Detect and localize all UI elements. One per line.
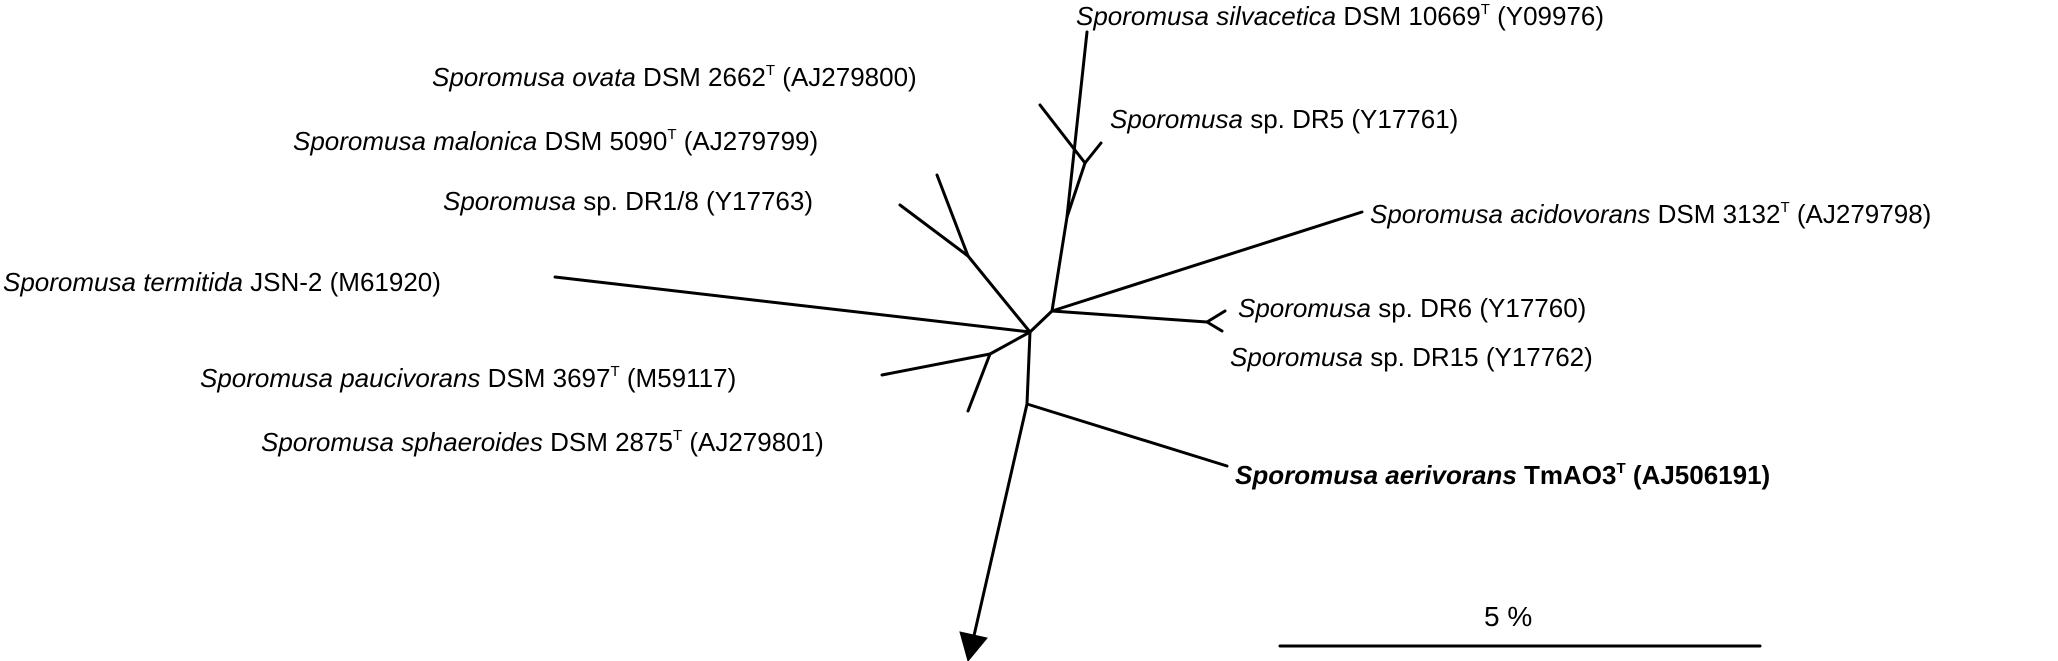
taxon-label-ovata: Sporomusa ovata DSM 2662T (AJ279800): [432, 62, 917, 92]
branch-ovata-dr5-node: [1065, 161, 1087, 219]
taxon-accession: (AJ279799): [683, 126, 819, 156]
taxon-label-silvacetica: Sporomusa silvacetica DSM 10669T (Y09976…: [1076, 1, 1605, 31]
branch-dr6: [1205, 309, 1227, 324]
taxon-strain: DSM 2875: [550, 427, 673, 457]
branch-upper-clade: [1050, 215, 1069, 313]
taxon-strain: sp. DR6: [1378, 293, 1473, 323]
taxon-genus: Sporomusa: [1238, 293, 1371, 323]
branch-dr15: [1205, 320, 1224, 333]
taxon-strain: JSN-2: [250, 267, 323, 297]
taxon-epithet: silvacetica: [1216, 1, 1337, 31]
taxon-genus: Sporomusa: [3, 267, 136, 297]
taxon-strain: DSM 5090: [544, 126, 668, 156]
taxon-label-aerivorans: Sporomusa aerivorans TmAO3T (AJ506191): [1235, 460, 1771, 490]
type-strain-marker: T: [1480, 1, 1490, 18]
type-strain-marker: T: [1616, 460, 1626, 477]
taxon-genus: Sporomusa: [1230, 342, 1363, 372]
branch-malonica-dr18-node: [966, 254, 1032, 334]
taxon-epithet: malonica: [433, 126, 538, 156]
taxon-accession: (AJ506191): [1632, 460, 1771, 490]
taxon-strain: sp. DR5: [1250, 104, 1345, 134]
taxon-genus: Sporomusa: [1076, 1, 1209, 31]
branch-dr18: [898, 203, 970, 258]
taxon-genus: Sporomusa: [432, 62, 565, 92]
taxon-epithet: termitida: [143, 267, 243, 297]
branch-ovata: [1038, 103, 1087, 165]
taxon-genus: Sporomusa: [1235, 460, 1379, 490]
branch-silvacetica: [1065, 30, 1089, 219]
taxon-strain: TmAO3: [1524, 460, 1617, 490]
taxon-epithet: ovata: [572, 62, 636, 92]
taxon-accession: (AJ279798): [1796, 199, 1932, 229]
taxon-label-dr18: Sporomusa sp. DR1/8 (Y17763): [443, 188, 813, 214]
taxon-strain: DSM 3132: [1657, 199, 1781, 229]
taxon-accession: (M61920): [329, 267, 441, 297]
taxon-epithet: aerivorans: [1385, 460, 1517, 490]
type-strain-marker: T: [672, 427, 683, 444]
branch-malonica: [935, 173, 970, 258]
taxon-label-dr6: Sporomusa sp. DR6 (Y17760): [1238, 295, 1586, 321]
taxon-accession: (AJ279800): [782, 62, 917, 92]
branch-trunk-lower: [1025, 330, 1032, 406]
branch-dr-pair: [1050, 309, 1209, 324]
taxon-label-acidovorans: Sporomusa acidovorans DSM 3132T (AJ27979…: [1370, 199, 1932, 229]
branch-paucivorans: [880, 352, 992, 377]
branch-pauc-sphaer-node: [988, 330, 1032, 356]
branch-termitida: [553, 275, 1032, 334]
taxon-genus: Sporomusa: [261, 427, 394, 457]
scale-bar-label: 5 %: [1484, 601, 1533, 632]
taxon-label-sphaeroides: Sporomusa sphaeroides DSM 2875T (AJ27980…: [261, 427, 824, 457]
taxon-label-termitida: Sporomusa termitida JSN-2 (M61920): [3, 269, 441, 295]
type-strain-marker: T: [667, 126, 677, 143]
outgroup-arrowhead: [959, 631, 988, 661]
type-strain-marker: T: [765, 62, 776, 79]
taxon-strain: DSM 2662: [643, 62, 766, 92]
taxon-accession: (Y17762): [1485, 342, 1593, 372]
taxon-accession: (AJ279801): [689, 427, 824, 457]
taxon-genus: Sporomusa: [443, 186, 576, 216]
taxon-genus: Sporomusa: [1110, 104, 1243, 134]
taxon-epithet: sphaeroides: [401, 427, 543, 457]
taxon-genus: Sporomusa: [1370, 199, 1503, 229]
taxon-genus: Sporomusa: [293, 126, 426, 156]
taxon-accession: (Y09976): [1497, 1, 1605, 31]
taxon-epithet: paucivorans: [340, 363, 481, 393]
taxon-strain: sp. DR15: [1370, 342, 1479, 372]
taxon-accession: (Y17763): [706, 186, 814, 216]
branch-acidovorans: [1050, 210, 1364, 313]
taxon-epithet: acidovorans: [1510, 199, 1651, 229]
taxon-accession: (M59117): [626, 363, 737, 393]
taxon-label-dr15: Sporomusa sp. DR15 (Y17762): [1230, 344, 1593, 370]
taxon-genus: Sporomusa: [200, 363, 333, 393]
branch-dr5: [1083, 141, 1103, 165]
branch-trunk-upper: [1028, 309, 1054, 334]
type-strain-marker: T: [610, 363, 620, 380]
taxon-label-paucivorans: Sporomusa paucivorans DSM 3697T (M59117): [200, 363, 737, 393]
branch-outgroup: [971, 402, 1029, 642]
branch-sphaeroides: [966, 352, 992, 413]
taxon-label-dr5: Sporomusa sp. DR5 (Y17761): [1110, 106, 1458, 132]
taxon-label-malonica: Sporomusa malonica DSM 5090T (AJ279799): [293, 126, 819, 156]
taxon-accession: (Y17761): [1351, 104, 1459, 134]
taxon-strain: DSM 3697: [487, 363, 611, 393]
branch-aerivorans: [1025, 402, 1229, 468]
taxon-strain: sp. DR1/8: [583, 186, 699, 216]
taxon-accession: (Y17760): [1479, 293, 1587, 323]
type-strain-marker: T: [1780, 199, 1790, 216]
taxon-strain: DSM 10669: [1343, 1, 1481, 31]
